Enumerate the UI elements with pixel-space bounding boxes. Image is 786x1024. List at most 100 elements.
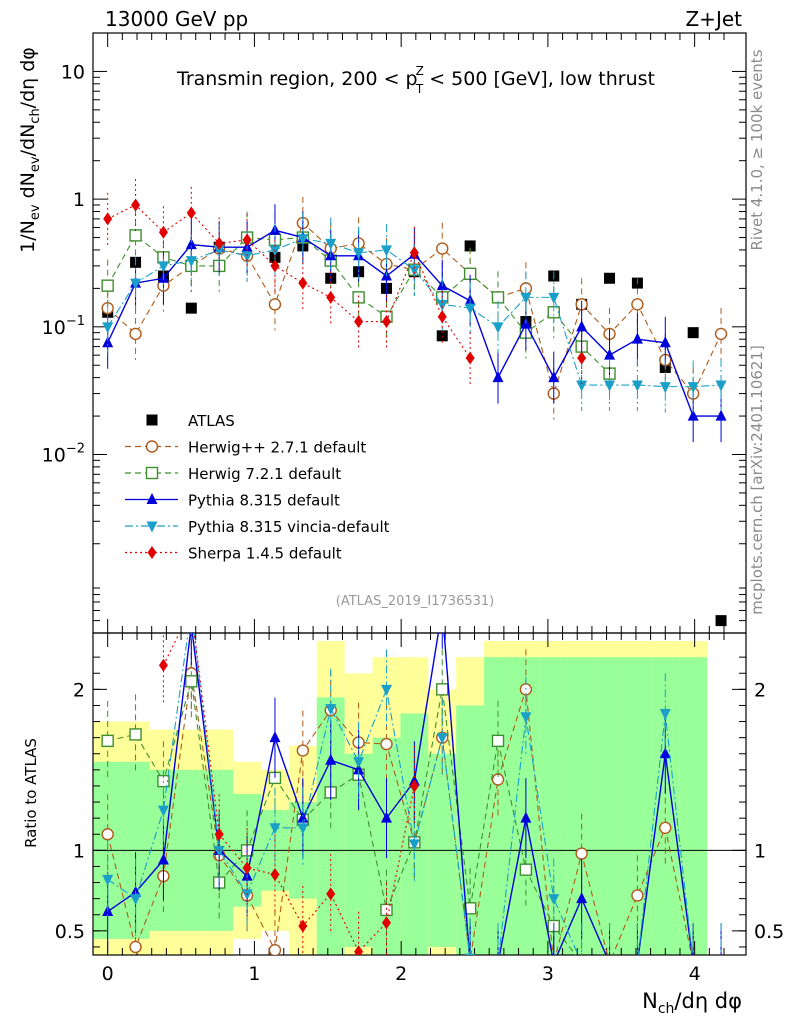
legend-entry-3: Pythia 8.315 default <box>125 492 340 510</box>
ratio-ytick-label-right: 1 <box>754 840 766 862</box>
ratio-point <box>520 811 532 823</box>
main-point <box>576 380 588 392</box>
ratio-ytick-label: 1 <box>73 840 85 862</box>
ratio-point <box>296 744 310 757</box>
legend-marker <box>146 521 158 533</box>
main-point <box>326 290 336 304</box>
legend-marker <box>145 440 159 453</box>
main-point <box>577 351 587 365</box>
ratio-point <box>493 959 504 970</box>
mcplots-label: mcplots.cern.ch [arXiv:2401.10621] <box>748 345 766 615</box>
main-point <box>213 245 225 257</box>
ratio-point <box>325 704 337 716</box>
ratio-plot-frame <box>92 632 747 956</box>
ratio-series-3 <box>102 633 727 970</box>
ratio-point <box>493 957 504 968</box>
main-line-4 <box>107 238 722 388</box>
main-ytick-label: 1 <box>73 189 85 211</box>
ratio-ytick-label-right: 0.5 <box>754 921 784 943</box>
ratio-line-4 <box>162 633 415 953</box>
main-point <box>297 234 309 246</box>
ratio-point <box>604 958 615 969</box>
main-point <box>548 371 560 383</box>
main-point <box>576 320 588 332</box>
xtick-label: 4 <box>689 963 701 985</box>
ratio-ytick-label-right: 2 <box>754 679 766 701</box>
ratio-point <box>659 747 671 759</box>
ratio-point <box>186 618 197 629</box>
ratio-point <box>659 821 672 835</box>
ratio-point <box>464 953 476 955</box>
main-point <box>353 248 365 260</box>
ratio-point <box>463 902 477 915</box>
main-point <box>715 409 727 421</box>
main-point <box>659 382 671 394</box>
ratio-point <box>408 839 420 851</box>
main-series-layer <box>101 178 728 627</box>
ratio-series-layer <box>101 618 727 970</box>
ratio-axis-ticks: 0.5 0.5 1 1 2 2 0 1 2 3 4 <box>55 633 784 985</box>
legend-marker <box>146 414 158 426</box>
legend-label: ATLAS <box>188 412 235 430</box>
ratio-point <box>130 894 142 906</box>
ratio-point <box>466 953 475 955</box>
plot-title: Transmin region, 200 < pZ T < 500 [GeV], … <box>176 64 655 96</box>
ratio-point <box>716 957 727 968</box>
ratio-point <box>409 779 419 793</box>
main-point <box>101 279 114 292</box>
ratio-point <box>716 959 727 970</box>
ratio-point <box>269 823 281 835</box>
main-point <box>687 382 699 394</box>
ratio-uncertainty-bands <box>93 641 708 955</box>
header-left: 13000 GeV pp <box>105 7 248 31</box>
main-point <box>659 336 671 348</box>
main-point <box>185 302 197 314</box>
main-series-4 <box>102 212 727 413</box>
ratio-point <box>354 945 364 955</box>
ratio-y-axis-label: Ratio to ATLAS <box>22 738 40 848</box>
main-y-axis-label: 1/Nev dNev/dNch/dη dφ <box>17 47 43 253</box>
main-point <box>437 310 447 324</box>
ratio-point <box>604 957 615 968</box>
ratio-point <box>326 887 336 901</box>
main-point <box>465 351 475 365</box>
ratio-point <box>659 709 671 720</box>
main-line-5 <box>107 204 471 359</box>
main-point <box>548 292 560 304</box>
main-point <box>714 327 728 341</box>
ratio-point <box>213 845 225 857</box>
ratio-point <box>548 894 560 906</box>
legend-marker <box>147 546 157 559</box>
main-point <box>185 256 197 268</box>
ratio-point <box>465 957 476 968</box>
ratio-point <box>436 683 449 696</box>
ratio-point <box>129 940 142 954</box>
ratio-point <box>297 823 309 835</box>
ratio-point <box>129 728 142 741</box>
legend-entry-4: Pythia 8.315 vincia-default <box>125 518 390 536</box>
ratio-series-4 <box>158 633 419 955</box>
ratio-point <box>519 863 533 876</box>
main-point <box>214 236 224 250</box>
main-point <box>129 327 142 341</box>
main-ytick-label: 10 <box>61 61 85 83</box>
legend-label: Pythia 8.315 default <box>188 492 340 510</box>
legend-entry-2: Herwig 7.2.1 default <box>125 465 341 483</box>
main-point <box>241 251 253 263</box>
main-point <box>464 303 476 315</box>
main-series-5 <box>103 178 587 384</box>
ratio-point <box>297 811 309 823</box>
legend-label: Sherpa 1.4.5 default <box>188 545 342 563</box>
ratio-point <box>242 861 252 875</box>
legend-label: Pythia 8.315 vincia-default <box>188 518 390 536</box>
main-point <box>604 272 616 284</box>
ratio-point <box>353 763 365 775</box>
ratio-ytick-label: 0.5 <box>55 921 85 943</box>
band-inner <box>567 657 596 955</box>
legend-marker <box>145 466 159 480</box>
main-point <box>102 322 114 334</box>
main-ytick-label: 10−2 <box>42 442 85 467</box>
main-point <box>436 299 448 311</box>
ratio-point <box>157 853 169 865</box>
xtick-label: 2 <box>395 963 407 985</box>
